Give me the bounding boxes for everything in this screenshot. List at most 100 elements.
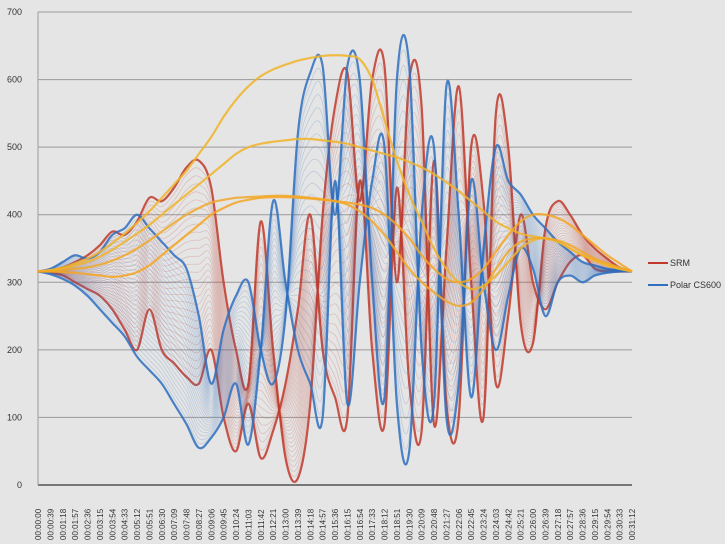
x-tick-label: 00:07:09: [170, 508, 179, 540]
x-tick-label: 00:22:06: [455, 508, 464, 540]
x-tick-label: 00:22:45: [467, 508, 476, 540]
ribbon-fill-line: [37, 141, 633, 402]
x-tick-label: 00:20:48: [430, 508, 439, 540]
x-tick-label: 00:14:57: [319, 508, 328, 540]
x-tick-label: 00:16:15: [343, 508, 352, 540]
x-tick-label: 00:01:18: [59, 508, 68, 540]
y-tick-label: 100: [7, 412, 22, 422]
x-tick-label: 00:04:33: [121, 508, 130, 540]
x-tick-label: 00:09:45: [220, 508, 229, 540]
ribbon-edge-line: [37, 132, 633, 466]
x-tick-label: 00:01:57: [71, 508, 80, 540]
ribbon-fill-line: [37, 123, 633, 398]
x-tick-label: 00:09:06: [207, 508, 216, 540]
ribbon-fill-line: [37, 104, 633, 394]
x-tick-label: 00:24:03: [492, 508, 501, 540]
legend-label-polar: Polar CS600: [670, 280, 721, 290]
y-axis: 0 100 200 300 400 500 600 700: [7, 7, 39, 490]
x-tick-label: 00:13:39: [294, 508, 303, 540]
ribbon-fill-line: [37, 193, 633, 417]
ribbon-fill-line: [37, 190, 633, 425]
x-tick-label: 00:23:24: [480, 508, 489, 540]
x-tick-label: 00:00:39: [46, 508, 55, 540]
yellow-series-line-2: [37, 54, 633, 291]
ribbon-edge-line: [37, 48, 633, 483]
ribbon-fill-line: [37, 188, 633, 415]
ribbon-fill-line: [37, 62, 633, 477]
x-tick-label: 00:03:54: [108, 508, 117, 540]
ribbon-fill-line: [37, 114, 633, 396]
x-tick-label: 00:25:21: [517, 508, 526, 540]
ribbon-fill-line: [37, 149, 633, 404]
x-tick-label: 00:03:15: [96, 508, 105, 540]
ribbon-fill-line: [37, 115, 633, 457]
ribbon-fill-line: [37, 188, 633, 417]
x-tick-label: 00:19:30: [405, 508, 414, 540]
ribbon-fill-line: [37, 178, 633, 427]
ribbon-fill-line: [37, 128, 633, 453]
series-srm: [37, 48, 633, 483]
x-tick-label: 00:13:00: [282, 508, 291, 540]
yellow-series-line-3: [37, 137, 633, 273]
x-tick-label: 00:24:42: [504, 508, 513, 540]
x-tick-label: 00:10:24: [232, 508, 241, 540]
x-tick-label: 00:08:27: [195, 508, 204, 540]
ribbon-fill-line: [37, 94, 633, 392]
y-tick-label: 0: [17, 480, 22, 490]
ribbon-fill-line: [37, 180, 633, 431]
ribbon-fill-line: [37, 76, 633, 472]
y-tick-label: 600: [7, 75, 22, 85]
x-tick-label: 00:26:00: [529, 508, 538, 540]
ribbon-fill-line: [37, 80, 633, 392]
x-tick-label: 00:00:00: [34, 508, 43, 540]
x-tick-label: 00:27:57: [566, 508, 575, 540]
x-tick-label: 00:26:39: [541, 508, 550, 540]
y-tick-label: 300: [7, 277, 22, 287]
x-tick-label: 00:29:15: [591, 508, 600, 540]
ribbon-fill-line: [37, 89, 633, 467]
x-tick-label: 00:31:12: [628, 508, 637, 540]
x-tick-label: 00:11:03: [244, 509, 253, 540]
x-tick-label: 00:02:36: [84, 508, 93, 540]
x-tick-label: 00:30:33: [616, 508, 625, 540]
x-tick-label: 00:07:48: [183, 508, 192, 540]
y-tick-label: 700: [7, 7, 22, 17]
legend-label-srm: SRM: [670, 258, 690, 268]
ribbon-fill-line: [37, 153, 633, 443]
x-tick-label: 00:18:12: [381, 508, 390, 540]
plot-area: [37, 33, 633, 483]
x-tick-label: 00:17:33: [368, 508, 377, 540]
x-tick-label: 00:11:42: [257, 509, 266, 540]
x-tick-label: 00:20:09: [418, 508, 427, 540]
ribbon-edge-line: [37, 133, 632, 460]
x-axis: 00:00:00 00:00:39 00:01:18 00:01:57 00:02:36…: [34, 508, 637, 540]
ribbon-fill-line: [37, 102, 633, 462]
legend: SRM Polar CS600: [648, 258, 721, 290]
y-tick-label: 500: [7, 142, 22, 152]
x-tick-label: 00:15:36: [331, 508, 340, 540]
ribbon-edge-line: [37, 33, 633, 424]
ribbon-fill-line: [37, 65, 633, 403]
ribbon-fill-line: [37, 189, 633, 422]
yellow-series-line-5: [37, 195, 633, 284]
ribbon-fill-line: [37, 180, 633, 412]
x-tick-label: 00:05:12: [133, 508, 142, 540]
x-tick-label: 00:29:54: [603, 508, 612, 540]
ribbon-fill-line: [37, 194, 633, 415]
y-tick-label: 400: [7, 210, 22, 220]
x-tick-label: 00:18:51: [393, 508, 402, 540]
x-tick-label: 00:14:18: [306, 508, 315, 540]
x-tick-label: 00:12:21: [269, 508, 278, 540]
ribbon-fill-line: [37, 187, 633, 414]
ribbon-fill-line: [37, 186, 633, 420]
y-tick-label: 200: [7, 345, 22, 355]
ribbon-fill-line: [37, 192, 633, 420]
x-tick-label: 00:06:30: [158, 508, 167, 540]
x-tick-label: 00:05:51: [145, 508, 154, 540]
x-tick-label: 00:28:36: [579, 508, 588, 540]
ribbon-fill-line: [37, 189, 633, 419]
ribbon-fill-line: [37, 184, 633, 423]
x-tick-label: 00:16:54: [356, 508, 365, 540]
